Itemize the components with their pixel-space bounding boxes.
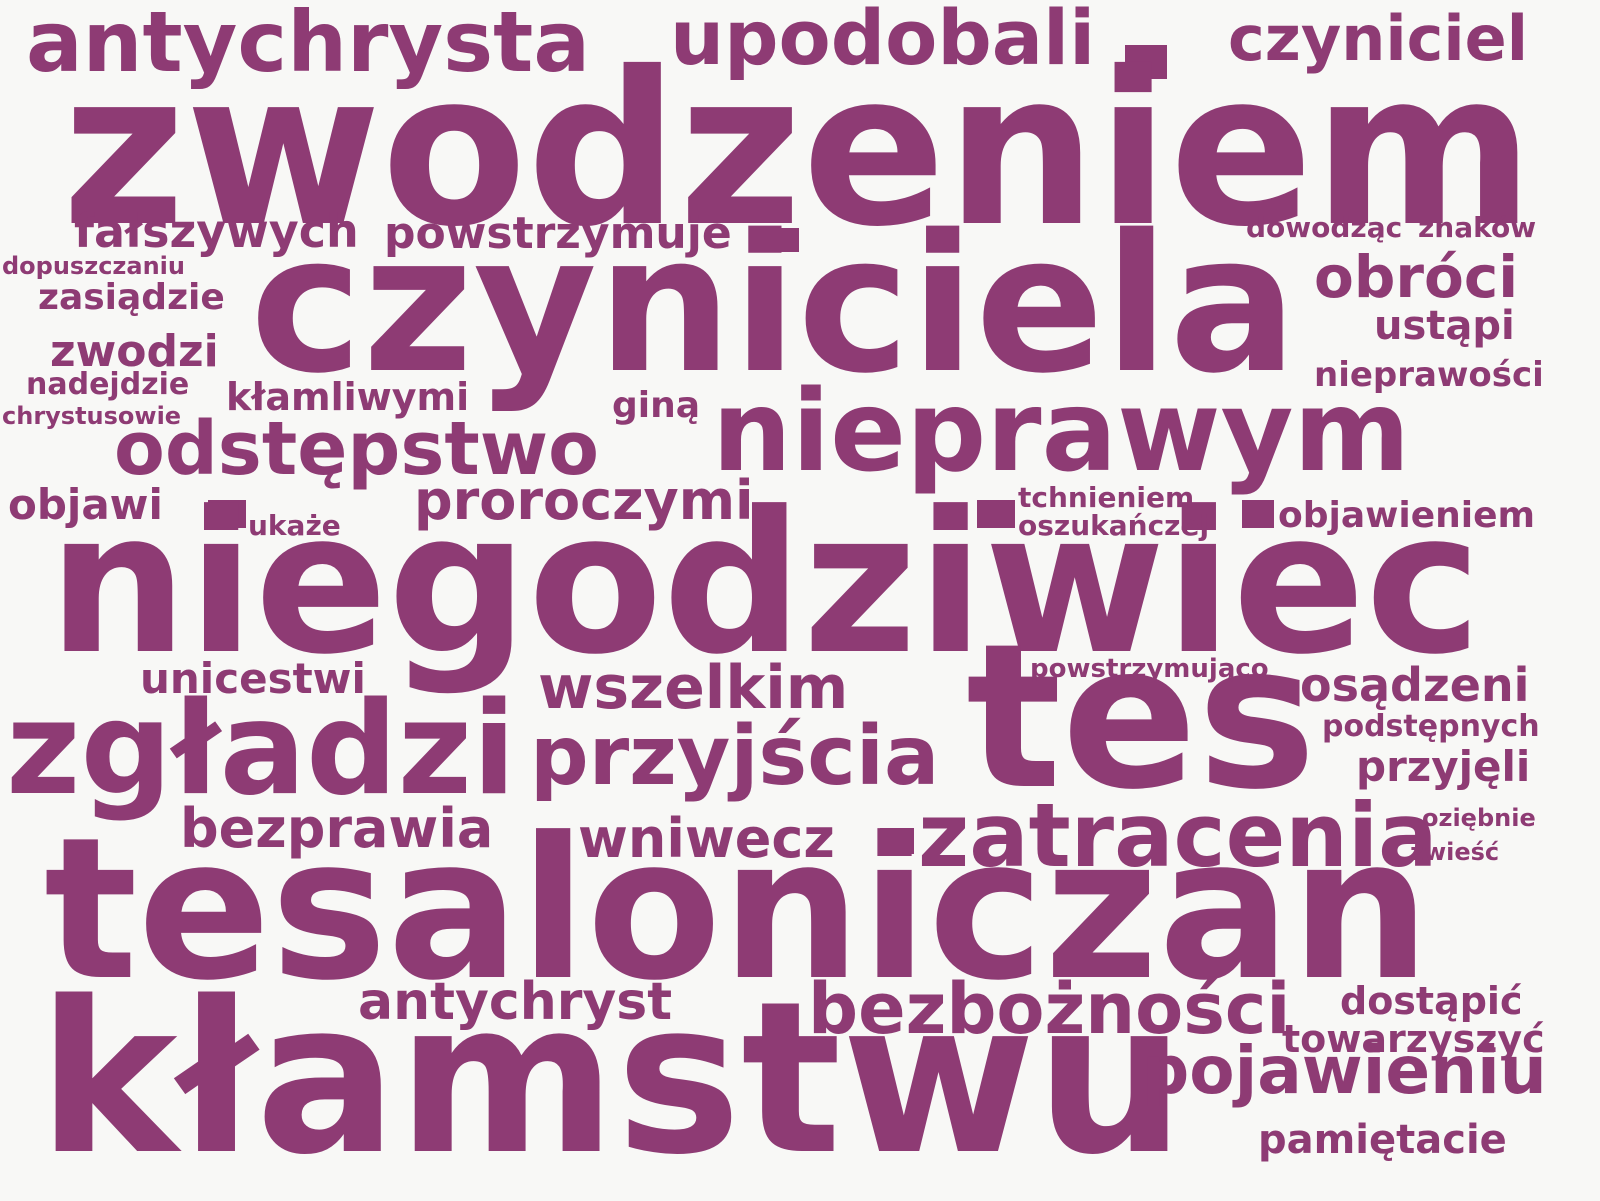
word: antychrysta xyxy=(26,0,591,91)
word: antychryst xyxy=(358,972,673,1032)
word: przyjęli xyxy=(1356,742,1531,791)
word: powstrzymuje xyxy=(384,208,732,259)
word: nieprawym xyxy=(712,367,1411,497)
fragment-block xyxy=(1125,45,1167,79)
word: dowodząc xyxy=(1246,211,1403,244)
word: pojawieniu xyxy=(1142,1032,1547,1109)
word: tes xyxy=(966,601,1317,834)
word: nadejdzie xyxy=(26,367,190,402)
word: nieprawości xyxy=(1314,355,1544,395)
word: obróci xyxy=(1314,243,1519,311)
word: chrystusowie xyxy=(2,402,182,430)
word: oszukańczej xyxy=(1018,509,1210,542)
fragment-block xyxy=(765,228,799,252)
word: kłamstwu xyxy=(38,956,1186,1201)
word: wniwecz xyxy=(578,807,835,870)
fragment-block xyxy=(977,500,1015,528)
word: powstrzymująco xyxy=(1030,654,1269,684)
word: czyniciela xyxy=(250,194,1298,415)
fragment-block xyxy=(208,500,246,528)
word: dopuszczaniu xyxy=(2,252,185,280)
word: fałszywych xyxy=(74,204,359,258)
word: zatracenia xyxy=(918,784,1438,887)
word: oziębnie xyxy=(1422,804,1536,832)
word: unicestwi xyxy=(140,654,366,703)
word: tchnieniem xyxy=(1018,481,1195,514)
word: dostąpić xyxy=(1340,979,1523,1023)
word: upodobali xyxy=(670,0,1096,82)
word: niegodziwiec xyxy=(48,470,1482,698)
word: giną xyxy=(612,385,701,426)
word: odstępstwo xyxy=(114,406,600,492)
word: bezprawia xyxy=(180,797,494,860)
word: zasiądzie xyxy=(38,277,225,318)
word: objawieniem xyxy=(1278,495,1536,536)
word: czyniciel xyxy=(1228,2,1528,75)
word: wszelkim xyxy=(538,653,849,723)
word: kłamliwymi xyxy=(226,375,470,419)
word: proroczymi xyxy=(414,469,754,532)
word: osądzeni xyxy=(1300,658,1530,712)
word: znaków xyxy=(1418,211,1537,244)
word: objawi xyxy=(8,480,163,529)
word: towarzyszyć xyxy=(1282,1017,1545,1061)
word: przyjścia xyxy=(530,709,940,804)
word: tesaloniczan xyxy=(44,796,1431,1024)
word: ukaże xyxy=(248,509,341,542)
word: zwodzi xyxy=(50,326,219,377)
word: podstępnych xyxy=(1322,709,1540,744)
word: pamiętacie xyxy=(1258,1117,1507,1163)
word: zwieść xyxy=(1410,838,1500,866)
word: zwodzeniem xyxy=(62,26,1535,273)
fragment-block xyxy=(1242,500,1274,528)
fragment-block xyxy=(880,828,914,854)
word: ustąpi xyxy=(1374,303,1515,349)
word: zgładzi xyxy=(6,675,516,824)
word: bezbożności xyxy=(808,968,1291,1050)
